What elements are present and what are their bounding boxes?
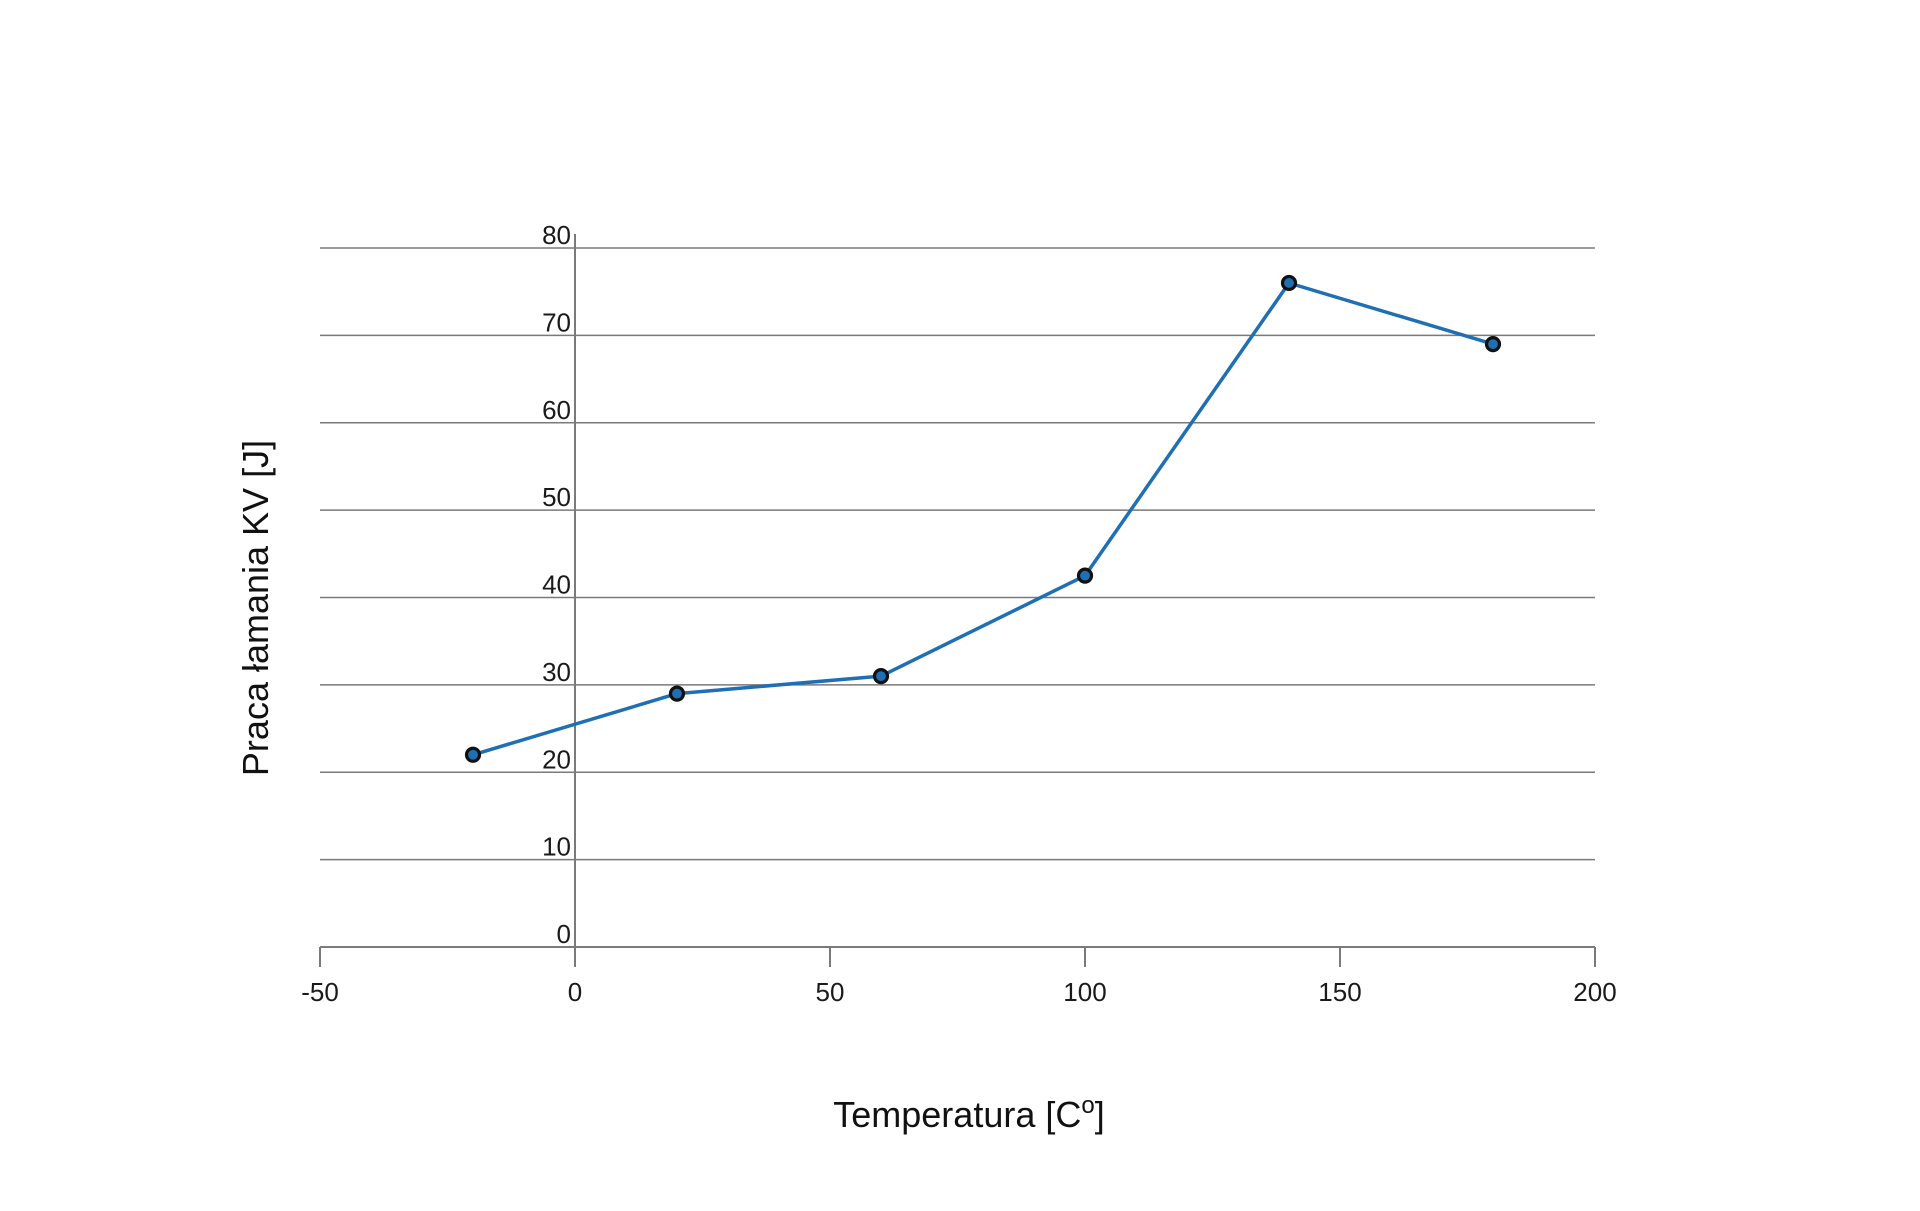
data-point	[668, 685, 686, 702]
y-tick-label: 80	[542, 220, 571, 250]
x-tick-labels: -50 0 50 100 150 200	[301, 977, 1616, 1007]
y-tick-label: 20	[542, 744, 571, 774]
x-tick-label: 100	[1063, 977, 1106, 1007]
x-axis-title: Temperatura [Co]	[833, 1092, 1104, 1135]
data-point	[1076, 567, 1094, 584]
x-tick-label: 200	[1573, 977, 1616, 1007]
grid-lines	[320, 247, 1595, 861]
x-axis-title-close: ]	[1095, 1094, 1105, 1135]
axes	[319, 234, 1596, 967]
x-axis-title-degree: o	[1081, 1092, 1094, 1119]
data-point	[464, 746, 482, 763]
y-tick-label: 60	[542, 395, 571, 425]
y-tick-label: 40	[542, 570, 571, 600]
series-line	[471, 281, 1495, 757]
y-tick-label: 50	[542, 482, 571, 512]
x-tick-label: 0	[568, 977, 582, 1007]
data-series	[464, 274, 1502, 763]
x-tick-label: 150	[1318, 977, 1361, 1007]
y-tick-label: 30	[542, 657, 571, 687]
data-point	[1484, 336, 1502, 353]
x-tick-label: -50	[301, 977, 339, 1007]
x-tick-label: 50	[816, 977, 845, 1007]
y-tick-label: 10	[542, 832, 571, 862]
y-tick-labels: 0 10 20 30 40 50 60 70 80	[542, 220, 571, 949]
data-point	[872, 668, 890, 685]
y-tick-label: 70	[542, 307, 571, 337]
x-axis-title-main: Temperatura [C	[833, 1094, 1081, 1135]
y-tick-label: 0	[557, 919, 571, 949]
data-point	[1280, 274, 1298, 292]
y-axis-title: Praca łamania KV [J]	[235, 440, 276, 776]
